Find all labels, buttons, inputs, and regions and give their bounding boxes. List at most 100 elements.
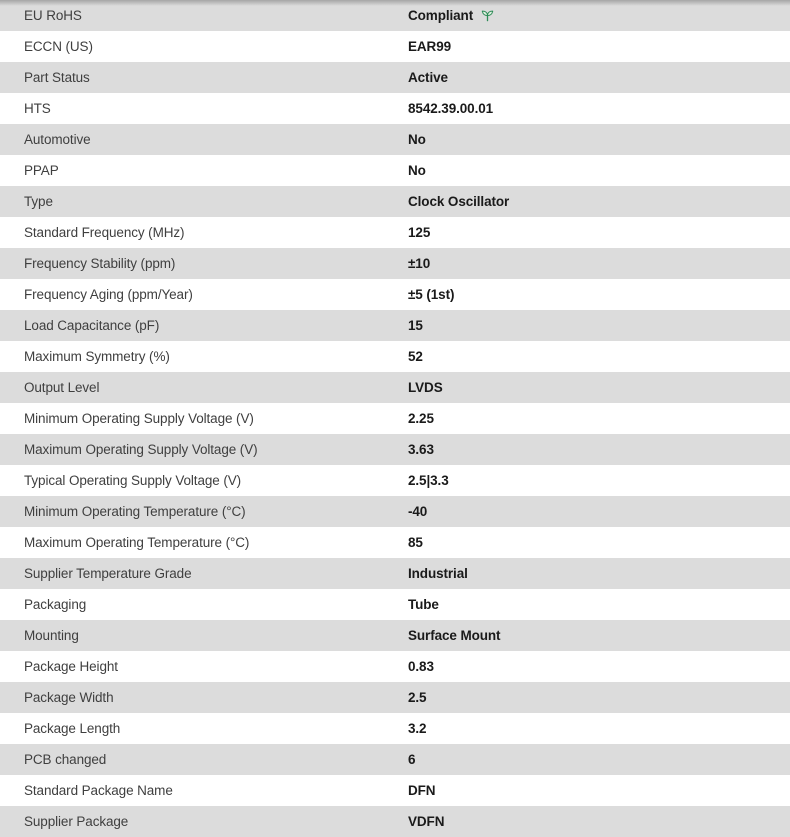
spec-label: Frequency Aging (ppm/Year)	[24, 287, 193, 302]
spec-label: Package Height	[24, 659, 118, 674]
spec-value-text: ±5 (1st)	[408, 287, 455, 302]
table-row: Type Clock Oscillator	[0, 186, 790, 217]
spec-value-text: 0.83	[408, 659, 434, 674]
table-row: Minimum Operating Supply Voltage (V) 2.2…	[0, 403, 790, 434]
spec-value-text: 2.5	[408, 690, 427, 705]
spec-value: EAR99	[408, 31, 790, 62]
table-row: Package Height 0.83	[0, 651, 790, 682]
spec-value: ±5 (1st)	[408, 279, 790, 310]
spec-value: -40	[408, 496, 790, 527]
spec-value-text: Tube	[408, 597, 439, 612]
spec-value-text: No	[408, 132, 426, 147]
spec-value-text: EAR99	[408, 39, 452, 54]
spec-label: Typical Operating Supply Voltage (V)	[24, 473, 242, 488]
table-row: PCB changed 6	[0, 744, 790, 775]
spec-label: Package Length	[24, 721, 121, 736]
table-row: Part Status Active	[0, 62, 790, 93]
table-row: Minimum Operating Temperature (°C) -40	[0, 496, 790, 527]
spec-label: Supplier Package	[24, 814, 129, 829]
spec-value-text: Clock Oscillator	[408, 194, 510, 209]
spec-value: 125	[408, 217, 790, 248]
spec-value: VDFN	[408, 806, 790, 837]
table-row: Package Width 2.5	[0, 682, 790, 713]
spec-label: Minimum Operating Temperature (°C)	[24, 504, 246, 519]
spec-value: Clock Oscillator	[408, 186, 790, 217]
spec-label: Minimum Operating Supply Voltage (V)	[24, 411, 254, 426]
spec-label: Output Level	[24, 380, 100, 395]
spec-value: LVDS	[408, 372, 790, 403]
spec-value: Active	[408, 62, 790, 93]
spec-label: Package Width	[24, 690, 114, 705]
table-row: Standard Frequency (MHz) 125	[0, 217, 790, 248]
table-row: Package Length 3.2	[0, 713, 790, 744]
spec-value: 2.25	[408, 403, 790, 434]
table-row: Supplier Package VDFN	[0, 806, 790, 837]
spec-label: Standard Package Name	[24, 783, 173, 798]
spec-value: DFN	[408, 775, 790, 806]
spec-value-text: ±10	[408, 256, 431, 271]
table-row: Standard Package Name DFN	[0, 775, 790, 806]
spec-label: Load Capacitance (pF)	[24, 318, 160, 333]
spec-value-text: 6	[408, 752, 416, 767]
spec-value-text: 15	[408, 318, 423, 333]
spec-value-text: 125	[408, 225, 431, 240]
spec-label: Mounting	[24, 628, 79, 643]
spec-value: ±10	[408, 248, 790, 279]
spec-value: Compliant	[408, 0, 790, 31]
spec-value: 3.2	[408, 713, 790, 744]
spec-label: EU RoHS	[24, 8, 82, 23]
spec-value: No	[408, 124, 790, 155]
spec-value-text: DFN	[408, 783, 436, 798]
spec-label: Maximum Symmetry (%)	[24, 349, 170, 364]
spec-label: PPAP	[24, 163, 59, 178]
spec-label: HTS	[24, 101, 51, 116]
spec-value-text: 85	[408, 535, 423, 550]
spec-value-text: 52	[408, 349, 423, 364]
spec-label: Supplier Temperature Grade	[24, 566, 192, 581]
spec-value-text: Compliant	[408, 8, 474, 23]
spec-label: ECCN (US)	[24, 39, 93, 54]
spec-value-text: -40	[408, 504, 428, 519]
spec-label: Maximum Operating Temperature (°C)	[24, 535, 250, 550]
table-row: ECCN (US) EAR99	[0, 31, 790, 62]
spec-value-text: 2.25	[408, 411, 434, 426]
spec-value: 15	[408, 310, 790, 341]
spec-value-text: Industrial	[408, 566, 468, 581]
table-row: Frequency Stability (ppm) ±10	[0, 248, 790, 279]
spec-value-text: VDFN	[408, 814, 445, 829]
spec-value-text: 3.63	[408, 442, 434, 457]
spec-value: Industrial	[408, 558, 790, 589]
spec-value-text: LVDS	[408, 380, 443, 395]
spec-value: 6	[408, 744, 790, 775]
table-row: Output Level LVDS	[0, 372, 790, 403]
spec-value-text: No	[408, 163, 426, 178]
spec-value: No	[408, 155, 790, 186]
spec-value: 8542.39.00.01	[408, 93, 790, 124]
spec-value: 3.63	[408, 434, 790, 465]
spec-value: Tube	[408, 589, 790, 620]
spec-value-text: Active	[408, 70, 448, 85]
spec-label: Part Status	[24, 70, 90, 85]
table-row: Supplier Temperature Grade Industrial	[0, 558, 790, 589]
table-row: Maximum Operating Temperature (°C) 85	[0, 527, 790, 558]
table-row: Mounting Surface Mount	[0, 620, 790, 651]
table-row: Load Capacitance (pF) 15	[0, 310, 790, 341]
spec-value-text: Surface Mount	[408, 628, 501, 643]
table-row: PPAP No	[0, 155, 790, 186]
table-row: Automotive No	[0, 124, 790, 155]
table-row: Frequency Aging (ppm/Year) ±5 (1st)	[0, 279, 790, 310]
spec-value-text: 3.2	[408, 721, 427, 736]
spec-label: Maximum Operating Supply Voltage (V)	[24, 442, 258, 457]
spec-value: 2.5|3.3	[408, 465, 790, 496]
spec-label: Type	[24, 194, 53, 209]
spec-value: Surface Mount	[408, 620, 790, 651]
table-row: Packaging Tube	[0, 589, 790, 620]
spec-label: Frequency Stability (ppm)	[24, 256, 176, 271]
spec-value: 85	[408, 527, 790, 558]
table-row: Maximum Operating Supply Voltage (V) 3.6…	[0, 434, 790, 465]
spec-value: 2.5	[408, 682, 790, 713]
table-row: EU RoHS Compliant	[0, 0, 790, 31]
table-row: Maximum Symmetry (%) 52	[0, 341, 790, 372]
spec-value: 0.83	[408, 651, 790, 682]
